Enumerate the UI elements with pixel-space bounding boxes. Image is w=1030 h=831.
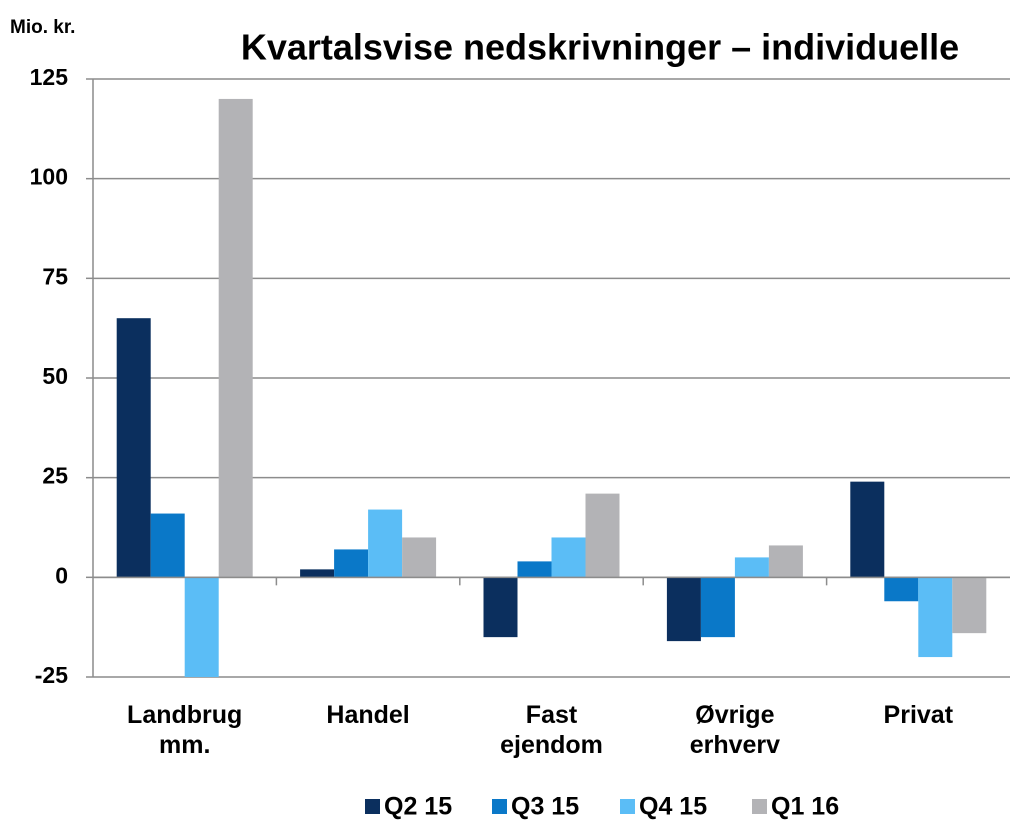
legend-label: Q3 15 (511, 793, 579, 821)
y-tick-label: 0 (55, 562, 68, 588)
y-tick-label: 100 (30, 164, 68, 190)
bar (918, 577, 953, 658)
y-axis-label: Mio. kr. (10, 17, 75, 38)
x-tick-label: Fast ejendom (500, 701, 603, 759)
bar (150, 513, 185, 578)
x-tick-label: Landbrug mm. (127, 701, 243, 759)
bar (700, 577, 735, 638)
x-tick-label: Privat (883, 701, 954, 729)
bar (300, 569, 335, 578)
legend-swatch (365, 799, 380, 814)
y-tick-label: 25 (42, 463, 68, 489)
y-tick-label: -25 (35, 662, 68, 688)
bar (768, 545, 803, 578)
bar (334, 549, 369, 578)
chart-title: Kvartalsvise nedskrivninger – individuel… (241, 27, 959, 68)
y-tick-label: 75 (42, 263, 68, 289)
bar (483, 577, 518, 638)
y-tick-label: 50 (42, 363, 68, 389)
bar (368, 509, 403, 578)
bar (184, 577, 219, 677)
bar (551, 537, 586, 578)
bar (218, 98, 253, 578)
legend-swatch (620, 799, 635, 814)
bar (734, 557, 769, 578)
legend-label: Q4 15 (639, 793, 707, 821)
x-tick-label: Handel (326, 701, 410, 729)
y-tick-label: 125 (30, 64, 69, 90)
bar (850, 481, 885, 578)
bar (585, 493, 620, 578)
bar (666, 577, 701, 642)
legend-label: Q2 15 (384, 793, 452, 821)
bar (952, 577, 987, 634)
bar (116, 318, 151, 578)
legend-swatch (752, 799, 767, 814)
bar (402, 537, 437, 578)
legend-label: Q1 16 (771, 793, 839, 821)
legend-swatch (492, 799, 507, 814)
bar (884, 577, 919, 602)
bar (517, 561, 552, 578)
x-tick-label: Øvrige erhverv (689, 701, 781, 759)
